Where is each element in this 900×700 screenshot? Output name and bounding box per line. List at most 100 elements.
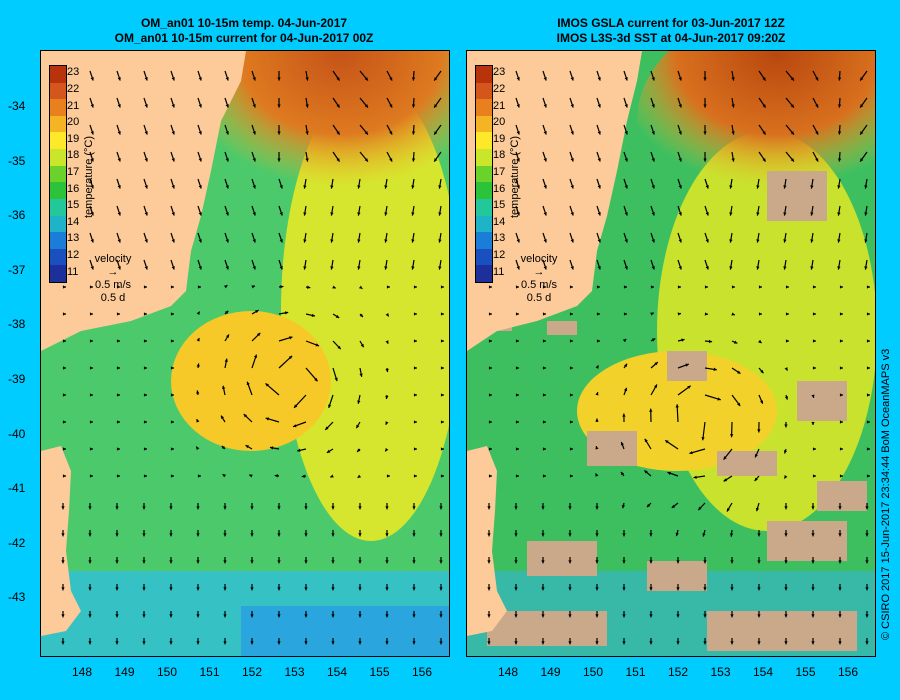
current-arrow-head bbox=[116, 312, 120, 316]
current-arrow-head bbox=[644, 470, 648, 474]
current-arrow-head bbox=[115, 533, 119, 537]
current-arrow-head bbox=[757, 429, 761, 433]
current-arrow-head bbox=[440, 285, 444, 289]
current-arrow-head bbox=[88, 587, 92, 591]
current-arrow-head bbox=[61, 587, 65, 591]
current-arrow-head bbox=[385, 312, 389, 317]
current-arrow-head bbox=[196, 641, 200, 645]
current-arrow-head bbox=[331, 641, 335, 645]
current-arrow-head bbox=[542, 420, 546, 424]
current-arrow-head bbox=[434, 104, 438, 108]
current-arrow-head bbox=[440, 366, 444, 370]
current-arrow-head bbox=[198, 212, 202, 216]
current-arrow-head bbox=[651, 239, 655, 243]
current-arrow-head bbox=[649, 587, 653, 591]
current-arrow-head bbox=[90, 158, 94, 162]
colorbar-segment bbox=[50, 149, 66, 166]
current-arrow-head bbox=[758, 312, 762, 316]
lon-tick-label: 154 bbox=[327, 665, 348, 679]
current-arrow-head bbox=[61, 641, 65, 645]
current-arrow-head bbox=[245, 445, 250, 449]
current-arrow-head bbox=[685, 363, 689, 367]
current-arrow-head bbox=[116, 420, 120, 424]
current-arrow-head bbox=[731, 285, 735, 289]
current-arrow-head bbox=[252, 266, 256, 270]
current-arrow-head bbox=[541, 560, 545, 564]
current-arrow-head bbox=[667, 471, 671, 475]
land-mainland bbox=[41, 51, 246, 351]
current-arrow-head bbox=[812, 285, 816, 289]
lat-tick-label: -35 bbox=[8, 153, 26, 168]
current-arrow-head bbox=[196, 311, 200, 316]
colorbar-label: 18 bbox=[493, 149, 506, 162]
current-arrow-head bbox=[440, 420, 444, 424]
current-arrow-head bbox=[675, 404, 679, 408]
current-arrow-head bbox=[731, 131, 735, 135]
current-arrow-head bbox=[687, 385, 691, 389]
current-arrow-head bbox=[330, 185, 334, 189]
current-arrow-head bbox=[385, 421, 389, 425]
current-arrow-head bbox=[812, 447, 816, 451]
current-arrow-head bbox=[269, 446, 274, 450]
current-arrow-head bbox=[595, 418, 599, 422]
current-arrow-head bbox=[358, 506, 362, 510]
current-arrow-head bbox=[289, 336, 293, 340]
current-arrow-head bbox=[384, 185, 388, 189]
current-arrow-head bbox=[866, 285, 870, 289]
current-arrow-head bbox=[364, 104, 368, 108]
current-arrow-head bbox=[224, 358, 228, 363]
current-arrow-head bbox=[305, 77, 309, 81]
current-arrow-head bbox=[438, 266, 442, 270]
current-arrow-head bbox=[644, 438, 648, 443]
colorbar-label: 14 bbox=[493, 215, 506, 228]
current-arrow-head bbox=[488, 393, 492, 397]
colorbar-segment bbox=[476, 115, 492, 133]
colorbar-label: 18 bbox=[67, 149, 80, 162]
current-arrow-head bbox=[253, 354, 258, 358]
current-arrow-head bbox=[729, 533, 734, 537]
current-arrow-head bbox=[385, 506, 389, 510]
current-arrow-head bbox=[569, 447, 573, 451]
current-arrow-head bbox=[169, 587, 173, 591]
current-arrow-head bbox=[413, 393, 417, 397]
current-arrow-head bbox=[838, 641, 842, 645]
current-arrow-head bbox=[729, 212, 733, 216]
current-arrow-head bbox=[864, 266, 868, 270]
colorbar-label: 16 bbox=[67, 182, 80, 195]
current-arrow-head bbox=[762, 77, 766, 81]
current-arrow-head bbox=[702, 533, 706, 537]
current-arrow-head bbox=[651, 338, 656, 342]
colorbar-label: 17 bbox=[493, 166, 506, 178]
current-arrow-head bbox=[676, 614, 680, 618]
current-arrow-head bbox=[784, 533, 788, 537]
current-arrow-head bbox=[541, 641, 545, 645]
current-arrow-head bbox=[88, 533, 92, 537]
current-arrow-head bbox=[225, 77, 229, 81]
current-arrow-head bbox=[812, 339, 816, 343]
current-arrow-head bbox=[265, 383, 269, 387]
colorbar-label: 21 bbox=[67, 99, 80, 112]
current-arrow-head bbox=[762, 131, 766, 135]
colorbar-segment bbox=[476, 165, 492, 183]
current-arrow-head bbox=[570, 131, 574, 135]
current-arrow-head bbox=[733, 340, 738, 344]
velocity-label: velocity bbox=[520, 253, 558, 265]
current-arrow-head bbox=[335, 314, 340, 318]
current-arrow-head bbox=[515, 420, 519, 424]
current-arrow-head bbox=[866, 339, 870, 343]
current-arrow-head bbox=[678, 185, 682, 189]
current-arrow-head bbox=[515, 447, 519, 451]
current-arrow-head bbox=[304, 587, 308, 591]
current-arrow-head bbox=[171, 104, 175, 108]
current-arrow-head bbox=[570, 185, 574, 189]
current-arrow-head bbox=[198, 77, 202, 81]
current-arrow-head bbox=[144, 131, 148, 135]
current-arrow-head bbox=[169, 533, 173, 537]
lon-tick-label: 151 bbox=[199, 665, 220, 679]
current-arrow-head bbox=[294, 404, 298, 408]
current-arrow-head bbox=[331, 533, 335, 537]
current-arrow-head bbox=[729, 185, 733, 189]
current-arrow-head bbox=[142, 641, 146, 645]
current-arrow-head bbox=[703, 158, 707, 162]
current-arrow-head bbox=[784, 475, 788, 479]
